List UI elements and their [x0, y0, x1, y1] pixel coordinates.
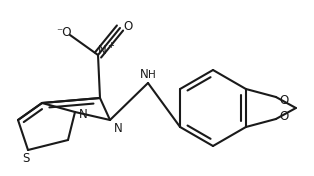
Text: N: N [78, 108, 87, 121]
Text: O: O [123, 20, 133, 33]
Text: S: S [22, 152, 30, 165]
Text: ⁻O: ⁻O [56, 27, 72, 39]
Text: O: O [279, 93, 289, 106]
Text: H: H [148, 70, 156, 80]
Text: N: N [140, 68, 149, 81]
Text: +: + [108, 40, 114, 49]
Text: N: N [98, 45, 106, 58]
Text: N: N [114, 121, 122, 134]
Text: O: O [279, 109, 289, 122]
